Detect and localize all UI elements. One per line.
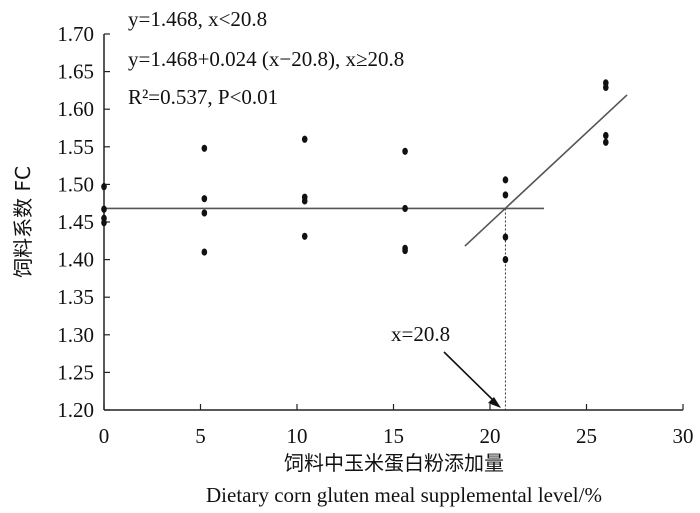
data-point <box>201 195 208 203</box>
x-tick-label: 10 <box>287 424 308 448</box>
equation-line-3: R²=0.537, P<0.01 <box>128 85 278 109</box>
y-tick-label: 1.50 <box>57 172 94 196</box>
data-point <box>603 83 609 91</box>
y-tick-label: 1.55 <box>57 135 94 159</box>
fit-line-slope <box>464 94 628 247</box>
data-point <box>502 233 509 241</box>
data-point <box>201 248 208 256</box>
x-ticks: 0 5 10 15 20 25 30 <box>99 404 694 448</box>
data-point <box>201 209 208 217</box>
data-point <box>201 144 208 152</box>
breakpoint-arrow <box>443 351 498 405</box>
y-tick-label: 1.35 <box>57 285 94 309</box>
x-tick-label: 0 <box>99 424 110 448</box>
y-tick-label: 1.30 <box>57 323 94 347</box>
data-point <box>101 205 107 213</box>
data-point <box>402 147 408 155</box>
x-tick-label: 5 <box>195 424 206 448</box>
y-tick-label: 1.70 <box>57 22 94 46</box>
x-axis-label-en: Dietary corn gluten meal supplemental le… <box>206 483 602 507</box>
data-points <box>101 79 609 264</box>
fit-lines <box>104 94 628 247</box>
breakpoint-arrowhead <box>488 397 501 408</box>
data-point <box>502 176 509 184</box>
data-point <box>301 197 308 205</box>
y-tick-label: 1.65 <box>57 60 94 84</box>
x-tick-label: 15 <box>383 424 404 448</box>
y-tick-label: 1.45 <box>57 210 94 234</box>
data-point <box>402 246 408 255</box>
breakpoint-label: x=20.8 <box>391 322 450 346</box>
data-point <box>301 135 308 143</box>
equation-line-1: y=1.468, x<20.8 <box>128 7 267 31</box>
x-tick-label: 30 <box>673 424 694 448</box>
data-point <box>101 219 107 227</box>
y-tick-label: 1.60 <box>57 97 94 121</box>
data-point <box>301 232 308 240</box>
data-point <box>402 204 408 213</box>
data-point <box>502 191 509 199</box>
y-tick-label: 1.25 <box>57 360 94 384</box>
y-ticks: 1.20 1.25 1.30 1.35 1.40 1.45 1.50 1.55 1.60 1.65… <box>57 22 110 422</box>
y-axis-label: 饲料系数 FC <box>11 166 35 278</box>
data-point <box>603 131 609 140</box>
y-tick-label: 1.40 <box>57 248 94 272</box>
data-point <box>603 138 609 146</box>
x-tick-label: 20 <box>480 424 501 448</box>
x-tick-label: 25 <box>576 424 597 448</box>
equation-line-2: y=1.468+0.024 (x−20.8), x≥20.8 <box>128 47 404 71</box>
data-point <box>101 183 107 191</box>
data-point <box>502 256 509 264</box>
x-axis-label-cn: 饲料中玉米蛋白粉添加量 <box>284 451 504 475</box>
y-tick-label: 1.20 <box>57 398 94 422</box>
